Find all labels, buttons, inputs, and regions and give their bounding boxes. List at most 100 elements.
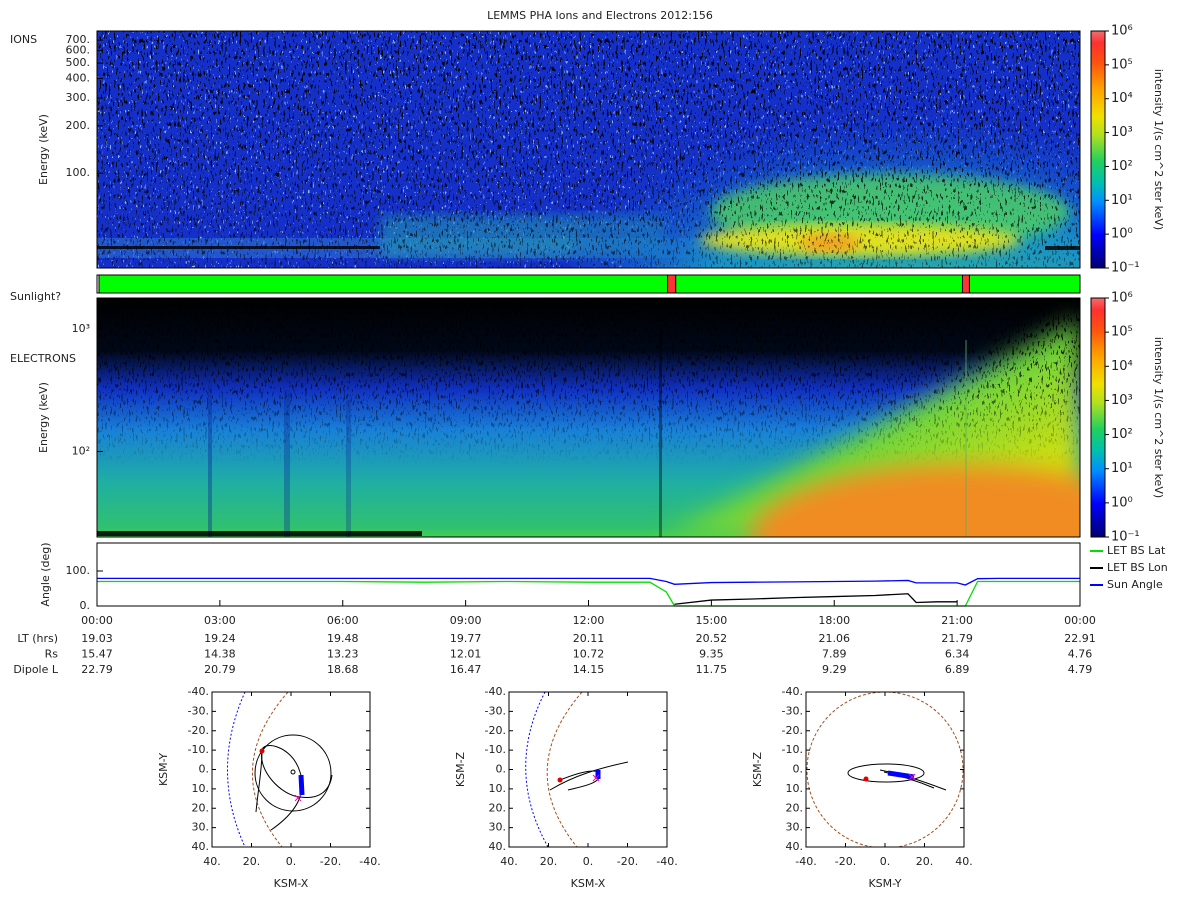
y-tick-label: 700. <box>66 33 91 46</box>
colorbar-label: intensity 1/(s cm^2 ster keV) <box>1152 337 1165 498</box>
ephemeris-value: 4.76 <box>1068 648 1093 661</box>
frame <box>211 691 371 848</box>
y-axis-label: Energy (keV) <box>37 114 50 185</box>
y-tick-label: -10. <box>485 743 506 756</box>
panel-label: Sunlight? <box>10 290 61 303</box>
ephemeris-value: 21.06 <box>819 632 851 645</box>
x-tick-label: -40. <box>795 855 816 868</box>
x-tick-label: 00:00 <box>81 614 113 627</box>
series-line <box>674 593 958 605</box>
y-tick-label: 10. <box>489 782 507 795</box>
y-tick-label: 0. <box>199 763 210 776</box>
ion-spectrogram <box>97 31 1080 268</box>
x-tick-label: 09:00 <box>450 614 482 627</box>
colorbar-tick-label: 10² <box>1111 427 1133 442</box>
x-tick-label: 15:00 <box>696 614 728 627</box>
y-tick-label: 500. <box>66 56 91 69</box>
y-tick-label: 40. <box>786 840 804 853</box>
x-tick-label: -40. <box>656 855 677 868</box>
ephemeris-value: 11.75 <box>696 663 728 676</box>
x-tick-label: 0. <box>880 855 891 868</box>
y-tick-label: 0. <box>496 763 507 776</box>
x-tick-label: -40. <box>359 855 380 868</box>
y-tick-label: -40. <box>485 685 506 698</box>
y-tick-label: 100. <box>66 166 91 179</box>
y-tick-label: -30. <box>188 704 209 717</box>
colorbar-tick-label: 10⁴ <box>1111 91 1133 106</box>
colorbar-tick-label: 10² <box>1111 159 1133 174</box>
colorbar-tick-label: 10⁻¹ <box>1111 261 1140 276</box>
y-tick-label: 0. <box>80 599 91 612</box>
x-tick-label: 20. <box>540 855 558 868</box>
ephemeris-value: 20.79 <box>204 663 236 676</box>
x-axis-label: KSM-X <box>274 877 309 890</box>
colorbar-tick-label: 10⁴ <box>1111 359 1133 374</box>
y-tick-label: -40. <box>188 685 209 698</box>
ephemeris-value: 19.03 <box>81 632 113 645</box>
ephemeris-value: 10.72 <box>573 648 605 661</box>
ephemeris-value: 20.11 <box>573 632 605 645</box>
y-axis-label: Energy (keV) <box>37 382 50 453</box>
y-tick-label: 10³ <box>72 322 90 335</box>
y-tick-label: -20. <box>485 724 506 737</box>
x-tick-label: -20. <box>320 855 341 868</box>
ephemeris-value: 19.48 <box>327 632 359 645</box>
y-tick-label: -40. <box>782 685 803 698</box>
y-axis-label: Angle (deg) <box>39 542 52 606</box>
x-axis-label: KSM-X <box>571 877 606 890</box>
colorbar-label: intensity 1/(s cm^2 ster keV) <box>1152 69 1165 230</box>
ephemeris-value: 22.79 <box>81 663 113 676</box>
frame <box>508 691 668 848</box>
shadow-interval <box>961 274 970 294</box>
ephemeris-value: 19.77 <box>450 632 482 645</box>
colorbar-tick-label: 10⁵ <box>1111 325 1133 340</box>
y-tick-label: 100. <box>66 564 91 577</box>
ephemeris-value: 9.35 <box>699 648 724 661</box>
colorbar-tick-label: 10⁰ <box>1111 227 1133 242</box>
legend-label: Sun Angle <box>1107 578 1163 591</box>
x-tick-label: 06:00 <box>327 614 359 627</box>
x-tick-label: 20. <box>916 855 934 868</box>
y-tick-label: 30. <box>786 821 804 834</box>
y-tick-label: 300. <box>66 91 91 104</box>
ephemeris-value: 14.15 <box>573 663 605 676</box>
y-tick-label: 400. <box>66 71 91 84</box>
y-tick-label: -20. <box>782 724 803 737</box>
ephemeris-value: 6.89 <box>945 663 970 676</box>
ephemeris-value: 16.47 <box>450 663 482 676</box>
ephemeris-label: Rs <box>45 648 59 661</box>
ephemeris-value: 20.52 <box>696 632 728 645</box>
colorbar-tick-label: 10³ <box>1111 393 1133 408</box>
y-tick-label: -30. <box>782 704 803 717</box>
y-tick-label: 10² <box>72 445 90 458</box>
ephemeris-value: 4.79 <box>1068 663 1093 676</box>
x-tick-label: 0. <box>583 855 594 868</box>
colorbar <box>1090 30 1106 269</box>
y-tick-label: -10. <box>782 743 803 756</box>
y-tick-label: 20. <box>489 801 507 814</box>
colorbar-tick-label: 10⁵ <box>1111 57 1133 72</box>
ephemeris-value: 9.29 <box>822 663 847 676</box>
legend-label: LET BS Lon <box>1107 561 1168 574</box>
colorbar-tick-label: 10⁻¹ <box>1111 530 1140 545</box>
electron-spectrogram <box>97 298 1080 537</box>
legend-label: LET BS Lat <box>1107 544 1166 557</box>
y-tick-label: 10. <box>192 782 210 795</box>
ephemeris-value: 6.34 <box>945 648 970 661</box>
colorbar-tick-label: 10¹ <box>1111 193 1133 208</box>
x-tick-label: 40. <box>500 855 518 868</box>
colorbar-tick-label: 10³ <box>1111 125 1133 140</box>
x-tick-label: 0. <box>286 855 297 868</box>
shadow-interval <box>667 274 677 294</box>
colorbar-tick-label: 10⁶ <box>1111 24 1133 39</box>
y-tick-label: 30. <box>192 821 210 834</box>
colorbar-tick-label: 10⁰ <box>1111 495 1133 510</box>
timeline-edge <box>96 274 100 294</box>
y-tick-label: 40. <box>489 840 507 853</box>
timeline-bar <box>96 274 1081 294</box>
ephemeris-value: 7.89 <box>822 648 847 661</box>
panel-label: IONS <box>10 33 37 46</box>
y-tick-label: 20. <box>192 801 210 814</box>
x-tick-label: 00:00 <box>1064 614 1096 627</box>
